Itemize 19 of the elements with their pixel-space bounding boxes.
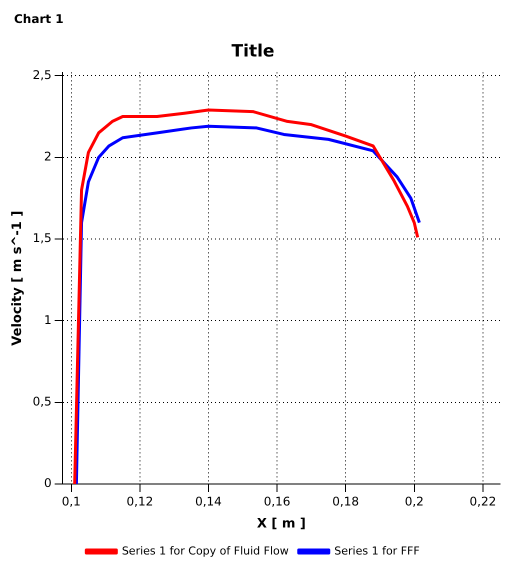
x-tick-label: 0,12 [126, 494, 154, 508]
y-axis-title: Velocity [ m s^-1 ] [10, 210, 26, 346]
y-tick-label: 1 [44, 312, 52, 327]
legend-label: Series 1 for FFF [334, 544, 420, 558]
x-tick-label: 0,14 [195, 494, 222, 508]
y-tick-label: 2,5 [32, 68, 52, 82]
x-tick-label: 0,16 [264, 494, 290, 508]
x-tick-label: 0,2 [404, 494, 424, 508]
x-tick-label: 0,1 [62, 494, 81, 508]
x-tick-label: 0,18 [332, 494, 360, 508]
y-tick-label: 0,5 [32, 394, 52, 408]
caption: Chart 1 [14, 12, 64, 26]
x-tick-label: 0,22 [469, 494, 496, 508]
x-axis-title: X [ m ] [256, 516, 306, 532]
y-tick-label: 1,5 [32, 231, 52, 246]
legend-label: Series 1 for Copy of Fluid Flow [122, 544, 289, 558]
y-tick-label: 2 [44, 149, 52, 164]
chart-title: Title [232, 42, 274, 62]
y-tick-label: 0 [44, 476, 52, 490]
